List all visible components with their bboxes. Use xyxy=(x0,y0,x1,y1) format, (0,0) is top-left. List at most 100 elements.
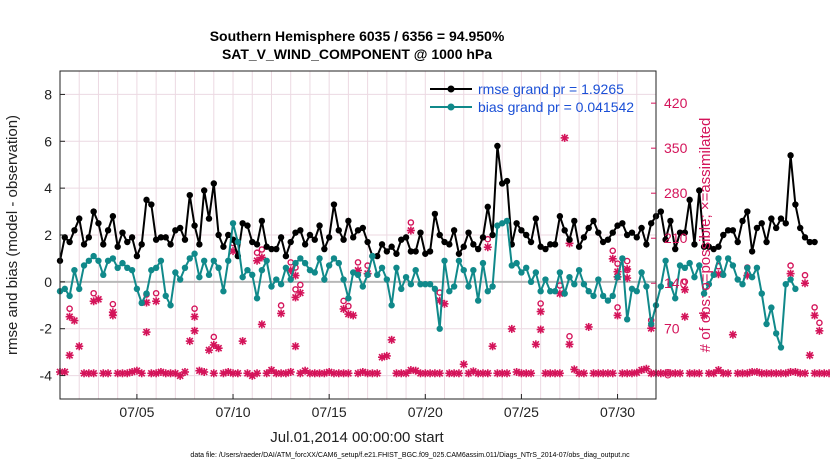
obs-assimilated-stroke xyxy=(200,368,208,376)
bias-point xyxy=(720,271,727,279)
bias-point xyxy=(470,266,477,274)
rmse-point xyxy=(383,248,391,255)
rmse-point xyxy=(720,231,727,239)
bias-point xyxy=(128,266,136,274)
obs-assimilated-stroke xyxy=(556,369,564,377)
obs-extra-stroke xyxy=(291,271,300,280)
rmse-point xyxy=(739,217,746,225)
bias-point xyxy=(205,271,213,279)
bias-point xyxy=(349,269,357,276)
bias-point xyxy=(474,297,482,304)
bias-point xyxy=(792,285,799,293)
rmse-point xyxy=(787,152,794,159)
rmse-point xyxy=(700,243,708,250)
rmse-point xyxy=(638,224,645,232)
obs-assimilated-stroke xyxy=(791,368,799,376)
legend-entry-bias: bias grand pr = 0.041542 xyxy=(430,99,634,115)
rmse-point xyxy=(806,238,814,246)
rmse-point xyxy=(321,245,328,253)
rmse-point xyxy=(792,201,799,208)
rmse-point xyxy=(575,243,583,250)
rmse-point xyxy=(215,231,222,239)
x-axis: 07/05 07/10 07/15 07/20 07/25 07/30 xyxy=(119,394,635,420)
bias-point xyxy=(148,266,155,274)
obs-assimilated-marker xyxy=(253,369,262,378)
obs-extra-stroke xyxy=(90,297,98,305)
y-tick-label: 4 xyxy=(44,180,52,196)
bias-point xyxy=(744,264,751,271)
obs-assimilated-marker xyxy=(75,342,84,351)
obs-assimilated-marker xyxy=(200,367,209,376)
bias-point xyxy=(340,276,347,283)
obs-assimilated-stroke xyxy=(585,323,593,331)
bias-point xyxy=(114,264,121,271)
bias-point xyxy=(196,273,203,281)
y-tick-label: 6 xyxy=(44,133,52,149)
bias-point xyxy=(503,217,511,225)
rmse-point xyxy=(316,222,323,229)
obs-assimilated-stroke xyxy=(402,369,410,377)
rmse-point xyxy=(258,217,266,225)
bias-point xyxy=(422,281,429,288)
rmse-point xyxy=(585,224,592,232)
obs-possible-circle xyxy=(623,257,631,265)
obs-assimilated-marker xyxy=(801,369,809,378)
obs-assimilated-marker xyxy=(805,351,814,360)
rmse-point xyxy=(402,234,410,241)
bias-point xyxy=(633,288,640,295)
bias-point xyxy=(104,257,112,264)
rmse-point xyxy=(359,224,367,232)
rmse-point xyxy=(647,220,655,227)
obs-assimilated-stroke xyxy=(628,369,636,377)
obs-assimilated-stroke xyxy=(642,365,650,373)
rmse-point xyxy=(244,222,251,229)
y2-tick-label: 210 xyxy=(664,230,688,246)
bias-point xyxy=(239,273,246,281)
obs-assimilated-stroke xyxy=(239,337,247,345)
bias-point xyxy=(176,276,184,283)
x-tick-label: 07/10 xyxy=(216,404,251,420)
bias-point xyxy=(138,299,145,307)
bias-point xyxy=(297,255,304,262)
rmse-point xyxy=(277,234,285,241)
bias-point xyxy=(359,283,367,290)
bias-point xyxy=(215,264,222,271)
bias-point xyxy=(152,264,160,271)
obs-extra-stroke xyxy=(801,279,809,287)
obs-extra-stroke xyxy=(811,311,819,319)
obs-assimilated-marker xyxy=(65,351,74,360)
obs-possible-circle xyxy=(816,319,823,327)
bias-point xyxy=(378,264,386,271)
obs-assimilated-stroke xyxy=(806,351,814,359)
rmse-point xyxy=(450,227,458,234)
obs-assimilated-stroke xyxy=(291,342,300,350)
rmse-point xyxy=(643,241,650,248)
rmse-point xyxy=(566,236,573,243)
obs-possible-circle xyxy=(90,289,97,297)
rmse-point xyxy=(691,241,698,248)
bias-point xyxy=(258,266,266,274)
obs-assimilated-stroke xyxy=(344,369,352,377)
rmse-point xyxy=(301,241,309,248)
bias-point xyxy=(566,273,573,281)
bias-point xyxy=(277,281,285,288)
obs-possible-circle xyxy=(152,289,160,297)
obs-assimilated-stroke xyxy=(695,369,703,377)
bias-point xyxy=(80,262,88,269)
rmse-point xyxy=(724,227,732,234)
obs-assimilated-marker xyxy=(459,360,468,369)
rmse-point xyxy=(133,252,141,260)
rmse-point xyxy=(76,215,83,222)
bias-point xyxy=(595,276,602,283)
obs-assimilated-marker xyxy=(507,324,516,333)
legend-entry-rmse: rmse grand pr = 1.9265 xyxy=(430,81,624,97)
rmse-point xyxy=(104,227,112,234)
bias-point xyxy=(571,281,578,288)
rmse-point xyxy=(604,236,612,243)
obs-assimilated-marker xyxy=(531,340,540,349)
obs-assimilated-stroke xyxy=(181,368,189,376)
bias-point xyxy=(518,269,525,276)
bias-point xyxy=(758,290,765,297)
obs-assimilated-stroke xyxy=(489,342,497,350)
rmse-point xyxy=(152,236,160,243)
